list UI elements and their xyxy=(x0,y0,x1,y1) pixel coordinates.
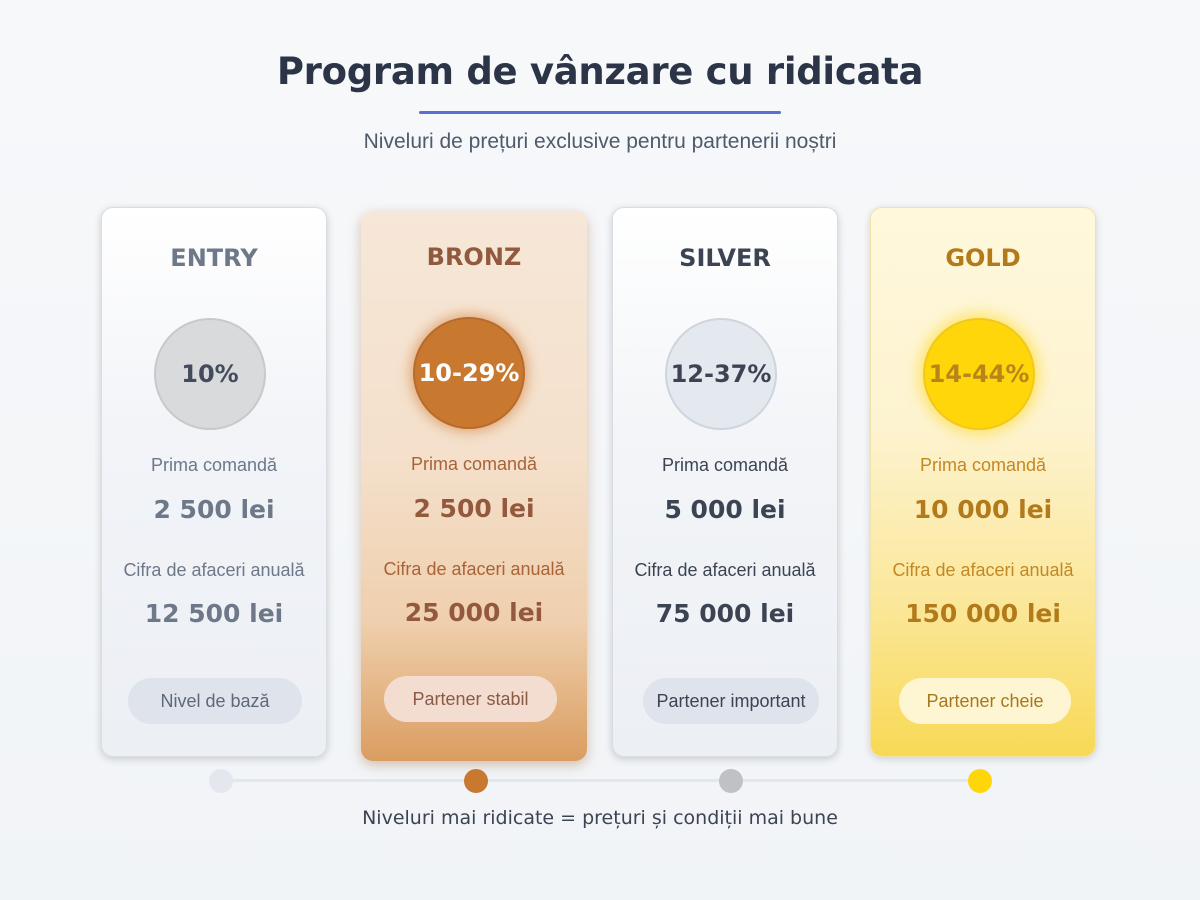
tier-name: SILVER xyxy=(679,244,771,272)
tier-card-entry: ENTRY 10% Prima comandă 2 500 lei Cifra … xyxy=(101,207,327,757)
tier-progress-line xyxy=(221,779,981,782)
timeline-dot-entry xyxy=(209,769,233,793)
page-subtitle: Niveluri de prețuri exclusive pentru par… xyxy=(363,130,837,153)
title-underline xyxy=(419,111,781,114)
discount-badge: 12-37% xyxy=(665,318,777,430)
tier-name: BRONZ xyxy=(426,243,522,271)
footer-note: Niveluri mai ridicate = prețuri și condi… xyxy=(362,807,838,829)
tier-name: GOLD xyxy=(945,244,1021,272)
annual-turnover-label: Cifra de afaceri anuală xyxy=(634,560,816,580)
page-title: Program de vânzare cu ridicata xyxy=(276,50,924,93)
tier-card-silver: SILVER 12-37% Prima comandă 5 000 lei Ci… xyxy=(612,207,838,757)
annual-turnover-value: 150 000 lei xyxy=(905,599,1061,628)
annual-turnover-value: 12 500 lei xyxy=(144,599,284,628)
tier-level-pill: Partener stabil xyxy=(384,676,557,722)
annual-turnover-value: 25 000 lei xyxy=(404,598,544,627)
discount-badge: 10% xyxy=(154,318,266,430)
first-order-label: Prima comandă xyxy=(919,455,1047,475)
tier-name: ENTRY xyxy=(170,244,258,272)
tier-card-bronze: BRONZ 10-29% Prima comandă 2 500 lei Cif… xyxy=(361,211,587,761)
first-order-value: 10 000 lei xyxy=(913,495,1053,524)
discount-badge: 14-44% xyxy=(923,318,1035,430)
timeline-dot-gold xyxy=(968,769,992,793)
tier-level-pill: Nivel de bază xyxy=(128,678,302,724)
first-order-value: 2 500 lei xyxy=(413,494,535,523)
tier-level-pill: Partener cheie xyxy=(899,678,1071,724)
annual-turnover-label: Cifra de afaceri anuală xyxy=(892,560,1074,580)
timeline-dot-silver xyxy=(719,769,743,793)
discount-badge: 10-29% xyxy=(413,317,525,429)
first-order-label: Prima comandă xyxy=(410,454,538,474)
timeline-dot-bronze xyxy=(464,769,488,793)
tier-card-gold: GOLD 14-44% Prima comandă 10 000 lei Cif… xyxy=(870,207,1096,757)
first-order-value: 5 000 lei xyxy=(664,495,786,524)
annual-turnover-value: 75 000 lei xyxy=(655,599,795,628)
annual-turnover-label: Cifra de afaceri anuală xyxy=(383,559,565,579)
first-order-value: 2 500 lei xyxy=(153,495,275,524)
tier-level-pill: Partener important xyxy=(643,678,819,724)
annual-turnover-label: Cifra de afaceri anuală xyxy=(123,560,305,580)
first-order-label: Prima comandă xyxy=(150,455,278,475)
first-order-label: Prima comandă xyxy=(661,455,789,475)
